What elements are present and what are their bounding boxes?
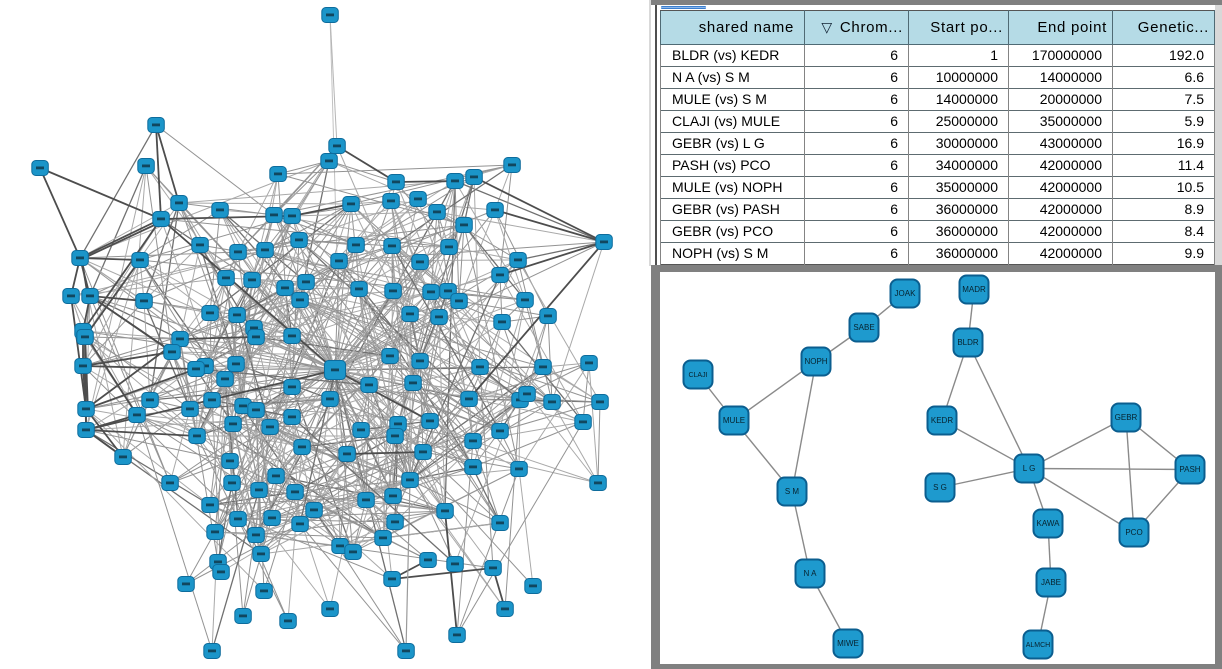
svg-text:MIWE: MIWE [837, 639, 859, 648]
svg-text:ALMCH: ALMCH [1026, 642, 1051, 649]
svg-text:KAWA: KAWA [1037, 519, 1061, 528]
svg-text:CLAJI: CLAJI [688, 372, 707, 379]
svg-text:GEBR: GEBR [1115, 413, 1138, 422]
svg-text:S G: S G [933, 483, 947, 492]
svg-text:JABE: JABE [1041, 578, 1061, 587]
svg-text:PCO: PCO [1125, 528, 1142, 537]
svg-text:MADR: MADR [962, 285, 986, 294]
svg-text:KEDR: KEDR [931, 416, 953, 425]
svg-text:S M: S M [785, 487, 800, 496]
svg-text:MULE: MULE [723, 416, 745, 425]
svg-text:JOAK: JOAK [895, 289, 917, 298]
svg-text:PASH: PASH [1179, 465, 1200, 474]
svg-text:L G: L G [1023, 464, 1036, 473]
svg-text:BLDR: BLDR [957, 338, 979, 347]
svg-text:NOPH: NOPH [804, 357, 827, 366]
svg-text:N A: N A [804, 569, 818, 578]
svg-text:SABE: SABE [853, 323, 874, 332]
